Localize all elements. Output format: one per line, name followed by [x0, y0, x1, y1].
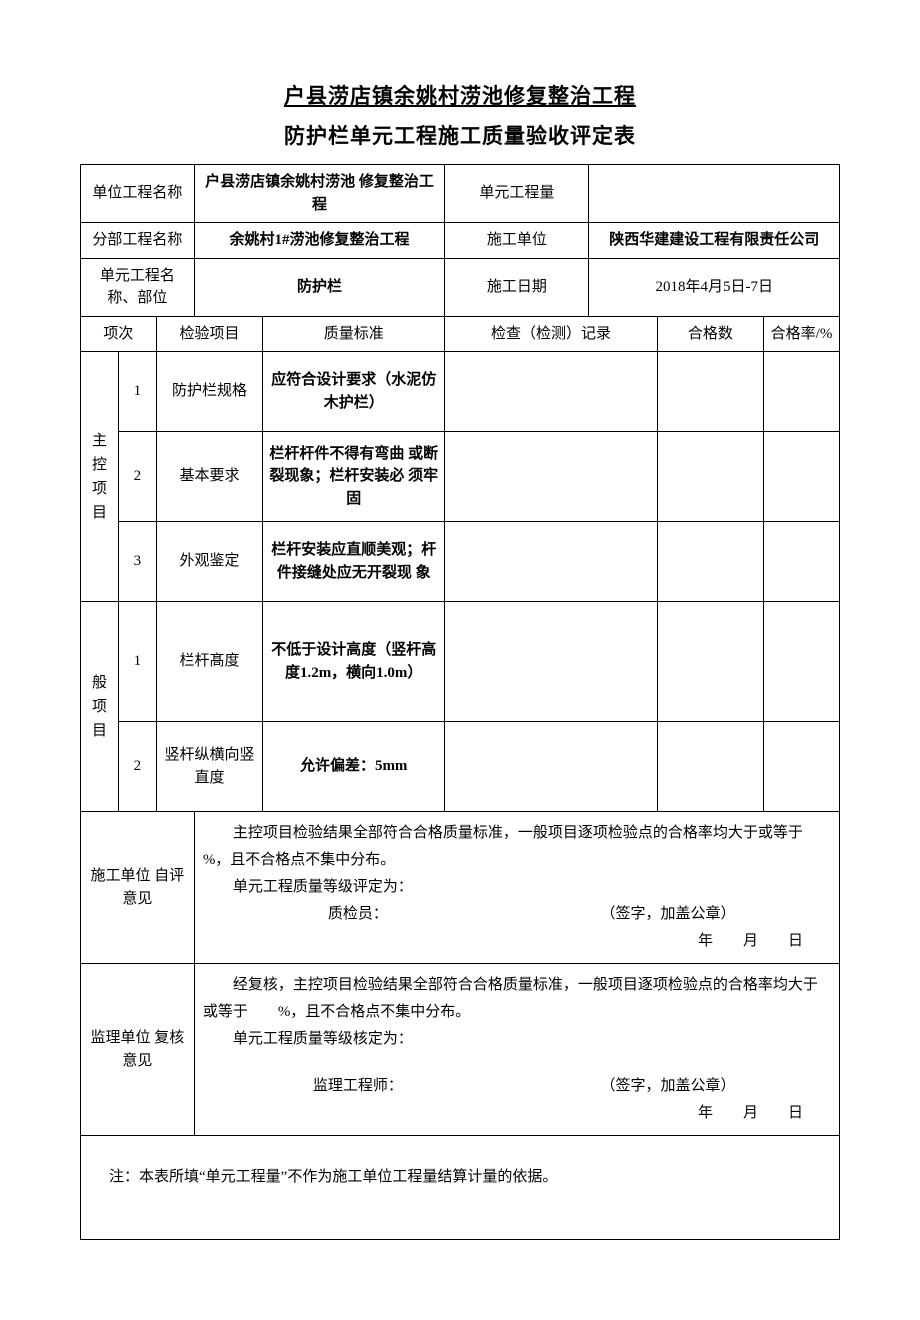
header-row-1: 单位工程名称 户县涝店镇余姚村涝池 修复整治工程 单元工程量 — [81, 165, 840, 223]
supervision-opinion-content: 经复核，主控项目检验结果全部符合合格质量标准，一般项目逐项检验点的合格率均大于或… — [194, 964, 839, 1136]
gen-record-1 — [445, 602, 657, 722]
header-row-3: 单元工程名称、部位 防护栏 施工日期 2018年4月5日-7日 — [81, 258, 840, 316]
gen-std-2: 允许偏差：5mm — [263, 722, 445, 812]
main-control-row-2: 2 基本要求 栏杆杆件不得有弯曲 或断裂现象；栏杆安装必 须牢固 — [81, 432, 840, 522]
construction-opinion-row: 施工单位 自评意见 主控项目检验结果全部符合合格质量标准，一般项目逐项检验点的合… — [81, 812, 840, 964]
gen-item-1: 栏杆髙度 — [156, 602, 262, 722]
construction-opinion-content: 主控项目检验结果全部符合合格质量标准，一般项目逐项检验点的合格率均大于或等于 %… — [194, 812, 839, 964]
mc-no-2: 2 — [118, 432, 156, 522]
construction-stamp: （签字，加盖公章） — [513, 901, 823, 928]
supervision-date-blank: 年 月 日 — [203, 1100, 823, 1127]
general-section: 般项目 — [81, 602, 119, 812]
header-row-2: 分部工程名称 余姚村1#涝池修复整治工程 施工单位 陕西华建建设工程有限责任公司 — [81, 223, 840, 259]
mc-pass-rate-3 — [764, 522, 840, 602]
gen-pass-count-1 — [657, 602, 763, 722]
unit-quantity-label: 单元工程量 — [445, 165, 589, 223]
gen-record-2 — [445, 722, 657, 812]
mc-pass-rate-2 — [764, 432, 840, 522]
mc-pass-count-1 — [657, 352, 763, 432]
construction-date-blank: 年 月 日 — [203, 928, 823, 955]
gen-pass-rate-2 — [764, 722, 840, 812]
unit-quantity-value — [589, 165, 840, 223]
supervision-opinion-label: 监理单位 复核意见 — [81, 964, 195, 1136]
document-title: 户县涝店镇余姚村涝池修复整治工程 — [80, 80, 840, 110]
gen-item-2: 竖杆纵横向竖直度 — [156, 722, 262, 812]
note-row: 注：本表所填“单元工程量”不作为施工单位工程量结算计量的依据。 — [81, 1136, 840, 1240]
construction-unit-value: 陕西华建建设工程有限责任公司 — [589, 223, 840, 259]
mc-pass-count-2 — [657, 432, 763, 522]
supervision-stamp: （签字，加盖公章） — [513, 1073, 823, 1100]
sub-project-name-value: 余姚村1#涝池修复整治工程 — [194, 223, 444, 259]
gen-std-1: 不低于设计高度（竖杆高度1.2m，横向1.0m） — [263, 602, 445, 722]
construction-opinion-line1: 主控项目检验结果全部符合合格质量标准，一般项目逐项检验点的合格率均大于或等于 %… — [203, 820, 823, 874]
mc-std-1: 应符合设计要求（水泥仿木护栏） — [263, 352, 445, 432]
construction-unit-label: 施工单位 — [445, 223, 589, 259]
main-control-row-3: 3 外观鉴定 栏杆安装应直顺美观；杆件接缝处应无开裂现 象 — [81, 522, 840, 602]
engineer-label: 监理工程师： — [203, 1073, 513, 1100]
document-subtitle: 防护栏单元工程施工质量验收评定表 — [80, 120, 840, 150]
mc-pass-rate-1 — [764, 352, 840, 432]
unit-project-name-label: 单位工程名称 — [81, 165, 195, 223]
general-row-1: 般项目 1 栏杆髙度 不低于设计高度（竖杆高度1.2m，横向1.0m） — [81, 602, 840, 722]
unit-project-part-label: 单元工程名称、部位 — [81, 258, 195, 316]
column-header-row: 项次 检验项目 质量标准 检查（检测）记录 合格数 合格率/% — [81, 316, 840, 352]
mc-pass-count-3 — [657, 522, 763, 602]
col-item-no: 项次 — [81, 316, 157, 352]
mc-std-3: 栏杆安装应直顺美观；杆件接缝处应无开裂现 象 — [263, 522, 445, 602]
mc-record-3 — [445, 522, 657, 602]
mc-item-1: 防护栏规格 — [156, 352, 262, 432]
gen-no-2: 2 — [118, 722, 156, 812]
inspection-table: 单位工程名称 户县涝店镇余姚村涝池 修复整治工程 单元工程量 分部工程名称 余姚… — [80, 164, 840, 1240]
gen-no-1: 1 — [118, 602, 156, 722]
mc-item-2: 基本要求 — [156, 432, 262, 522]
construction-opinion-label: 施工单位 自评意见 — [81, 812, 195, 964]
mc-std-2: 栏杆杆件不得有弯曲 或断裂现象；栏杆安装必 须牢固 — [263, 432, 445, 522]
construction-date-value: 2018年4月5日-7日 — [589, 258, 840, 316]
mc-record-1 — [445, 352, 657, 432]
gen-pass-count-2 — [657, 722, 763, 812]
supervision-opinion-line1: 经复核，主控项目检验结果全部符合合格质量标准，一般项目逐项检验点的合格率均大于或… — [203, 972, 823, 1026]
col-pass-rate: 合格率/% — [764, 316, 840, 352]
main-control-section: 主控项目 — [81, 352, 119, 602]
mc-no-3: 3 — [118, 522, 156, 602]
note-text: 注：本表所填“单元工程量”不作为施工单位工程量结算计量的依据。 — [81, 1136, 840, 1240]
col-quality-std: 质量标准 — [263, 316, 445, 352]
supervision-opinion-row: 监理单位 复核意见 经复核，主控项目检验结果全部符合合格质量标准，一般项目逐项检… — [81, 964, 840, 1136]
gen-pass-rate-1 — [764, 602, 840, 722]
col-check-item: 检验项目 — [156, 316, 262, 352]
inspector-label: 质检员： — [203, 901, 513, 928]
construction-date-label: 施工日期 — [445, 258, 589, 316]
mc-no-1: 1 — [118, 352, 156, 432]
supervision-opinion-line2: 单元工程质量等级核定为： — [203, 1026, 823, 1053]
construction-opinion-line2: 单元工程质量等级评定为： — [203, 874, 823, 901]
main-control-row-1: 主控项目 1 防护栏规格 应符合设计要求（水泥仿木护栏） — [81, 352, 840, 432]
unit-project-name-value: 户县涝店镇余姚村涝池 修复整治工程 — [194, 165, 444, 223]
mc-item-3: 外观鉴定 — [156, 522, 262, 602]
unit-project-part-value: 防护栏 — [194, 258, 444, 316]
general-row-2: 2 竖杆纵横向竖直度 允许偏差：5mm — [81, 722, 840, 812]
sub-project-name-label: 分部工程名称 — [81, 223, 195, 259]
col-check-record: 检查（检测）记录 — [445, 316, 657, 352]
mc-record-2 — [445, 432, 657, 522]
col-pass-count: 合格数 — [657, 316, 763, 352]
